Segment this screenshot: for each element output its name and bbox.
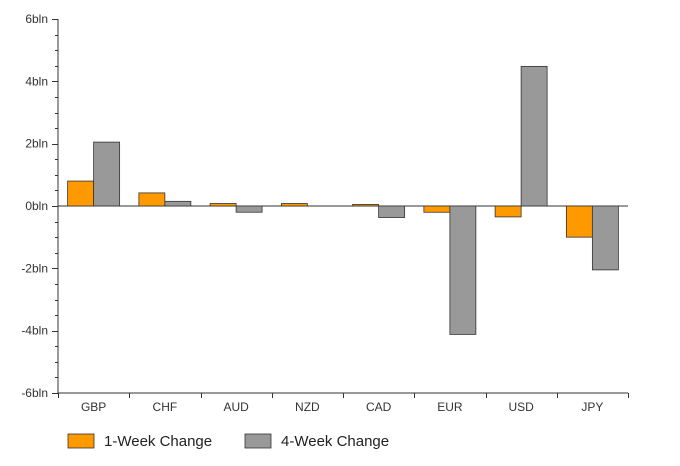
bar-jpy-series-1 bbox=[565, 205, 593, 238]
y-tick-label: 4bln bbox=[25, 74, 48, 88]
y-tick-label: -4bln bbox=[21, 324, 48, 338]
legend-swatch-1 bbox=[67, 433, 95, 449]
bar-eur-series-2 bbox=[449, 205, 477, 335]
y-tick-label: 0bln bbox=[25, 199, 48, 213]
bar-nzd-series-1 bbox=[280, 203, 308, 207]
x-tick-label: AUD bbox=[223, 400, 249, 414]
bar-chf-series-2 bbox=[164, 200, 192, 207]
y-tick-label: -2bln bbox=[21, 261, 48, 275]
x-tick-label: CAD bbox=[366, 400, 392, 414]
bars-group bbox=[67, 65, 619, 335]
y-axis: 6bln 4bln 2bln 0bln -2bln -4bln -6bln bbox=[21, 12, 59, 400]
legend-swatch-2 bbox=[244, 433, 272, 449]
x-tick-label: USD bbox=[508, 400, 534, 414]
bar-jpy-series-2 bbox=[591, 205, 619, 271]
bar-eur-series-1 bbox=[423, 205, 451, 213]
bar-chf-series-1 bbox=[138, 192, 166, 207]
y-tick-label: 2bln bbox=[25, 137, 48, 151]
bar-usd-series-1 bbox=[494, 205, 522, 218]
x-tick-label: GBP bbox=[81, 400, 106, 414]
legend-label-2: 4-Week Change bbox=[281, 433, 389, 450]
x-tick-label: NZD bbox=[295, 400, 320, 414]
legend-label-1: 1-Week Change bbox=[104, 433, 212, 450]
y-tick-label: 6bln bbox=[25, 12, 48, 26]
x-tick-label: JPY bbox=[581, 400, 603, 414]
bar-usd-series-2 bbox=[520, 65, 548, 207]
bar-gbp-series-2 bbox=[93, 141, 121, 207]
x-axis: GBP CHF AUD NZD CAD EUR USD JPY bbox=[58, 205, 629, 414]
bar-gbp-series-1 bbox=[67, 180, 95, 207]
bar-aud-series-1 bbox=[209, 203, 237, 207]
y-tick-label: -6bln bbox=[21, 386, 48, 400]
bar-cad-series-1 bbox=[352, 204, 380, 207]
bar-aud-series-2 bbox=[235, 205, 263, 213]
x-tick-label: EUR bbox=[437, 400, 463, 414]
x-tick-label: CHF bbox=[153, 400, 178, 414]
legend: 1-Week Change 4-Week Change bbox=[67, 433, 389, 450]
bar-cad-series-2 bbox=[378, 205, 406, 218]
